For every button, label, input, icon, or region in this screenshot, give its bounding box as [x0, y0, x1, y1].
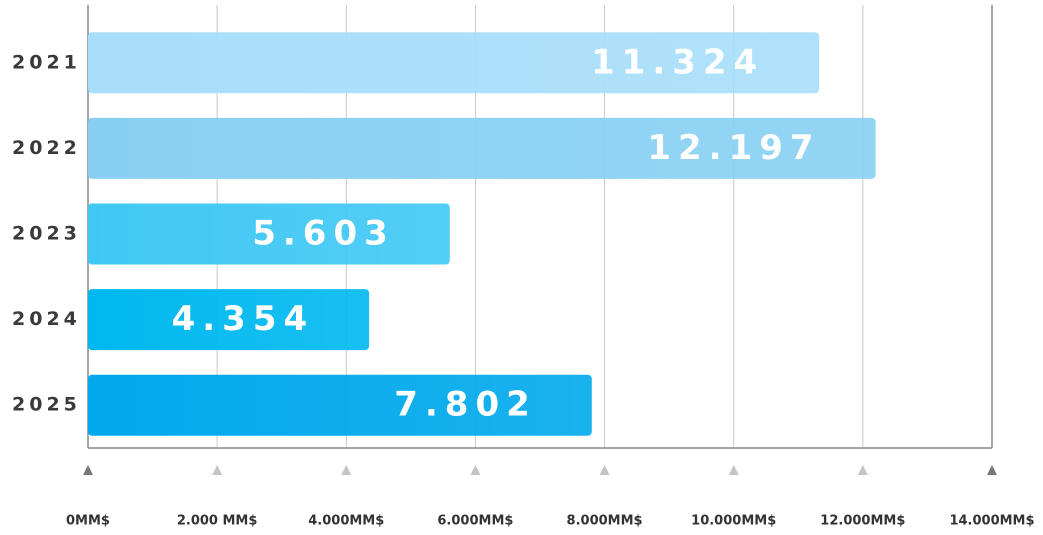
x-tick-label: 0MM$: [66, 514, 110, 529]
tick-mark: [341, 465, 352, 475]
value-label: 7.802: [394, 385, 537, 425]
value-label: 11.324: [591, 42, 764, 82]
tick-mark: [212, 465, 223, 475]
x-tick-label: 14.000MM$: [949, 514, 1034, 529]
bar: [88, 32, 820, 94]
x-tick-label: 12.000MM$: [820, 514, 905, 529]
x-tick-label: 8.000MM$: [567, 514, 643, 529]
x-tick-label: 2.000 MM$: [177, 514, 258, 529]
value-label: 12.197: [647, 128, 820, 168]
value-label: 4.354: [172, 299, 315, 339]
x-tick-label: 10.000MM$: [691, 514, 776, 529]
x-tick-label: 4.000MM$: [308, 514, 384, 529]
bar: [88, 374, 592, 436]
bar: [88, 117, 876, 179]
value-label: 5.603: [252, 214, 395, 254]
bar: [88, 203, 450, 265]
y-tick-label: 2021: [12, 51, 81, 73]
tick-mark: [470, 465, 481, 475]
tick-mark: [857, 465, 868, 475]
x-tick-label: 6.000MM$: [437, 514, 513, 529]
tick-mark: [83, 465, 93, 475]
y-tick-label: 2023: [12, 223, 81, 245]
bar: [88, 289, 370, 351]
y-tick-label: 2024: [12, 308, 81, 330]
y-tick-label: 2022: [12, 137, 81, 159]
tick-mark: [599, 465, 610, 475]
y-tick-label: 2025: [12, 394, 81, 416]
tick-mark: [987, 465, 997, 475]
tick-mark: [728, 465, 739, 475]
